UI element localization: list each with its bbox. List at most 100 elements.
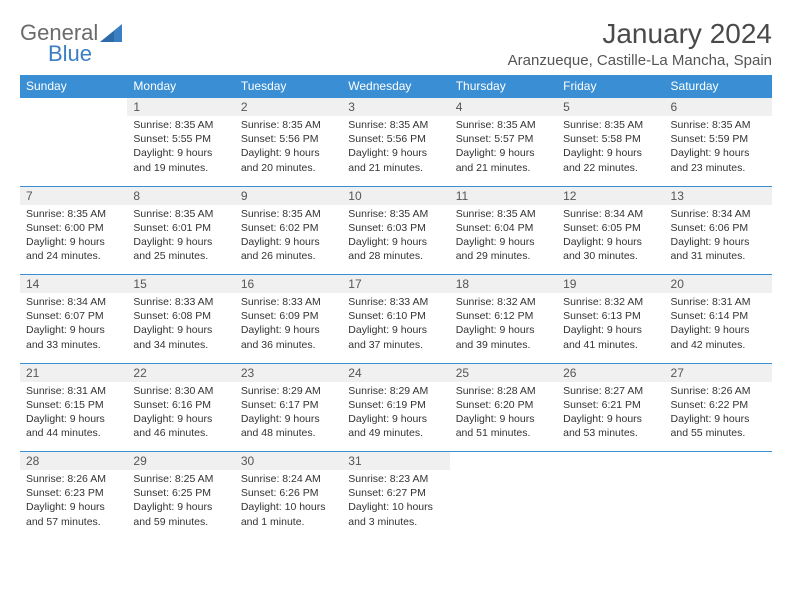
day-number: 14 [26,277,39,291]
day-number-cell: 10 [342,186,449,205]
day1-text: Daylight: 9 hours [456,323,551,337]
day-number-cell [557,452,664,471]
day-number-cell: 5 [557,98,664,117]
day1-text: Daylight: 9 hours [456,235,551,249]
sunset-text: Sunset: 5:55 PM [133,132,228,146]
day2-text: and 30 minutes. [563,249,658,263]
day-number: 18 [456,277,469,291]
day1-text: Daylight: 9 hours [133,146,228,160]
day-detail-cell: Sunrise: 8:26 AMSunset: 6:22 PMDaylight:… [665,382,772,452]
sunset-text: Sunset: 6:02 PM [241,221,336,235]
sunset-text: Sunset: 6:21 PM [563,398,658,412]
day1-text: Daylight: 9 hours [348,412,443,426]
sunrise-text: Sunrise: 8:33 AM [348,295,443,309]
day-number-row: 123456 [20,98,772,117]
day1-text: Daylight: 9 hours [26,412,121,426]
day2-text: and 21 minutes. [348,161,443,175]
day1-text: Daylight: 9 hours [26,235,121,249]
day1-text: Daylight: 9 hours [133,235,228,249]
day-detail-cell: Sunrise: 8:29 AMSunset: 6:17 PMDaylight:… [235,382,342,452]
sunset-text: Sunset: 6:16 PM [133,398,228,412]
day-number: 7 [26,189,33,203]
day2-text: and 51 minutes. [456,426,551,440]
day-detail-cell: Sunrise: 8:29 AMSunset: 6:19 PMDaylight:… [342,382,449,452]
sunrise-text: Sunrise: 8:31 AM [26,384,121,398]
sunrise-text: Sunrise: 8:32 AM [456,295,551,309]
sunrise-text: Sunrise: 8:26 AM [26,472,121,486]
day-number: 21 [26,366,39,380]
day-number: 31 [348,454,361,468]
sunrise-text: Sunrise: 8:24 AM [241,472,336,486]
day2-text: and 41 minutes. [563,338,658,352]
day2-text: and 25 minutes. [133,249,228,263]
day-number-cell: 14 [20,275,127,294]
day-detail-cell: Sunrise: 8:32 AMSunset: 6:12 PMDaylight:… [450,293,557,363]
sunrise-text: Sunrise: 8:35 AM [133,118,228,132]
day-number-cell: 27 [665,363,772,382]
day-detail-cell [665,470,772,540]
day2-text: and 21 minutes. [456,161,551,175]
sunrise-text: Sunrise: 8:35 AM [456,118,551,132]
day-number-cell: 2 [235,98,342,117]
sunset-text: Sunset: 6:22 PM [671,398,766,412]
sunset-text: Sunset: 6:14 PM [671,309,766,323]
sunrise-text: Sunrise: 8:30 AM [133,384,228,398]
day-number: 19 [563,277,576,291]
day-detail-cell: Sunrise: 8:34 AMSunset: 6:06 PMDaylight:… [665,205,772,275]
day-header: Wednesday [342,75,449,98]
day-detail-row: Sunrise: 8:35 AMSunset: 5:55 PMDaylight:… [20,116,772,186]
sunrise-text: Sunrise: 8:32 AM [563,295,658,309]
day-number: 11 [456,189,468,203]
day-detail-cell: Sunrise: 8:35 AMSunset: 5:59 PMDaylight:… [665,116,772,186]
day-number-cell: 1 [127,98,234,117]
day1-text: Daylight: 9 hours [456,146,551,160]
day-detail-cell: Sunrise: 8:32 AMSunset: 6:13 PMDaylight:… [557,293,664,363]
sunrise-text: Sunrise: 8:29 AM [348,384,443,398]
day-number: 22 [133,366,146,380]
day-number: 15 [133,277,146,291]
sunrise-text: Sunrise: 8:35 AM [26,207,121,221]
day-header: Sunday [20,75,127,98]
sunset-text: Sunset: 5:57 PM [456,132,551,146]
day2-text: and 36 minutes. [241,338,336,352]
sunset-text: Sunset: 6:17 PM [241,398,336,412]
day-detail-cell [557,470,664,540]
day2-text: and 42 minutes. [671,338,766,352]
day-number: 2 [241,100,248,114]
day-detail-cell: Sunrise: 8:34 AMSunset: 6:07 PMDaylight:… [20,293,127,363]
day-number: 25 [456,366,469,380]
day2-text: and 28 minutes. [348,249,443,263]
sunset-text: Sunset: 6:09 PM [241,309,336,323]
day-detail-cell: Sunrise: 8:30 AMSunset: 6:16 PMDaylight:… [127,382,234,452]
day-number-cell: 20 [665,275,772,294]
day-detail-cell: Sunrise: 8:35 AMSunset: 6:02 PMDaylight:… [235,205,342,275]
sunset-text: Sunset: 5:58 PM [563,132,658,146]
sunrise-text: Sunrise: 8:35 AM [348,207,443,221]
sunrise-text: Sunrise: 8:35 AM [133,207,228,221]
sunrise-text: Sunrise: 8:35 AM [241,118,336,132]
sunset-text: Sunset: 6:12 PM [456,309,551,323]
day-number: 23 [241,366,254,380]
day-detail-cell: Sunrise: 8:31 AMSunset: 6:15 PMDaylight:… [20,382,127,452]
sunset-text: Sunset: 6:03 PM [348,221,443,235]
day2-text: and 55 minutes. [671,426,766,440]
day-detail-cell: Sunrise: 8:23 AMSunset: 6:27 PMDaylight:… [342,470,449,540]
day-number: 26 [563,366,576,380]
sunrise-text: Sunrise: 8:31 AM [671,295,766,309]
day-number-cell: 25 [450,363,557,382]
day-detail-cell: Sunrise: 8:35 AMSunset: 6:04 PMDaylight:… [450,205,557,275]
day-number: 27 [671,366,684,380]
day1-text: Daylight: 9 hours [671,412,766,426]
day1-text: Daylight: 9 hours [26,500,121,514]
sunset-text: Sunset: 6:25 PM [133,486,228,500]
day-detail-row: Sunrise: 8:31 AMSunset: 6:15 PMDaylight:… [20,382,772,452]
day1-text: Daylight: 9 hours [348,323,443,337]
day-number-cell: 17 [342,275,449,294]
sunset-text: Sunset: 6:23 PM [26,486,121,500]
day2-text: and 59 minutes. [133,515,228,529]
day-number-cell [450,452,557,471]
day-number-cell: 19 [557,275,664,294]
day-number-cell: 18 [450,275,557,294]
day1-text: Daylight: 9 hours [671,323,766,337]
day-detail-cell [20,116,127,186]
